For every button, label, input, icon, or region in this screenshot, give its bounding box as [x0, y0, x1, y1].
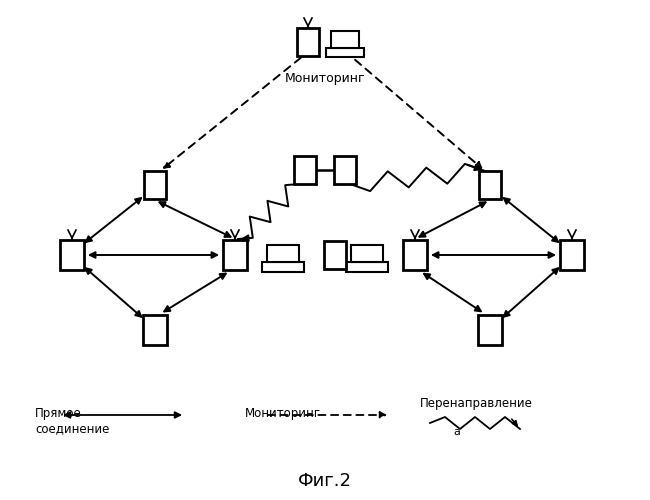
FancyBboxPatch shape	[478, 315, 502, 345]
Text: a: a	[453, 427, 460, 437]
FancyBboxPatch shape	[267, 244, 299, 262]
FancyBboxPatch shape	[297, 28, 319, 56]
FancyBboxPatch shape	[326, 48, 364, 57]
FancyBboxPatch shape	[324, 241, 346, 269]
FancyBboxPatch shape	[346, 262, 388, 272]
FancyBboxPatch shape	[479, 171, 501, 199]
FancyBboxPatch shape	[403, 240, 427, 270]
FancyBboxPatch shape	[262, 262, 304, 272]
FancyBboxPatch shape	[60, 240, 84, 270]
FancyBboxPatch shape	[351, 244, 383, 262]
Text: Мониторинг: Мониторинг	[285, 72, 365, 85]
FancyBboxPatch shape	[560, 240, 584, 270]
Text: Прямое
соединение: Прямое соединение	[35, 407, 109, 435]
FancyBboxPatch shape	[294, 156, 316, 184]
Text: Перенаправление: Перенаправление	[420, 397, 533, 410]
FancyBboxPatch shape	[143, 315, 167, 345]
FancyBboxPatch shape	[334, 156, 356, 184]
FancyBboxPatch shape	[223, 240, 247, 270]
Text: Фиг.2: Фиг.2	[298, 472, 352, 490]
FancyBboxPatch shape	[144, 171, 166, 199]
FancyBboxPatch shape	[331, 31, 359, 48]
Text: Мониторинг: Мониторинг	[245, 407, 321, 420]
